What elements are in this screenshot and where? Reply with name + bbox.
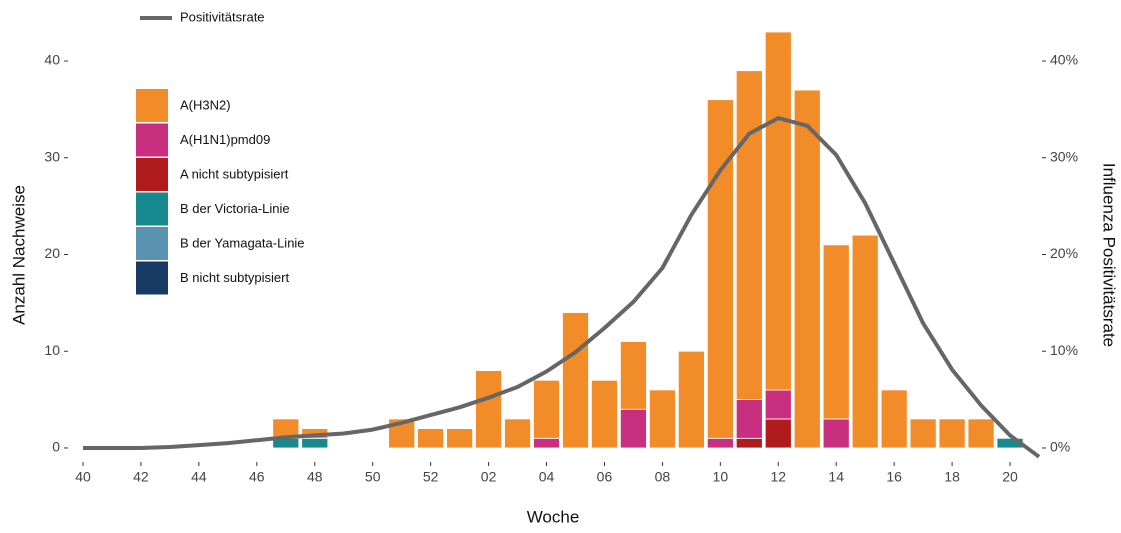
y2-tick-label: 40% <box>1050 52 1078 68</box>
x-tick-label: 10 <box>713 469 729 485</box>
bar-segment <box>822 418 850 449</box>
x-axis-title: Woche <box>527 507 580 526</box>
bar-segment <box>446 428 474 449</box>
bar-segment <box>735 437 763 449</box>
bar-segment <box>475 370 503 449</box>
bar-segment <box>677 350 705 449</box>
y-tick-label: 30 <box>44 148 60 164</box>
x-tick-label: 50 <box>365 469 381 485</box>
x-tick-label: 52 <box>423 469 439 485</box>
x-tick-label: 14 <box>828 469 844 485</box>
bar-segment <box>764 418 792 449</box>
y-tick-label: 20 <box>44 245 60 261</box>
x-tick-label: 16 <box>886 469 902 485</box>
legend-label: A(H1N1)pmd09 <box>180 132 270 147</box>
x-tick-label: 18 <box>944 469 960 485</box>
y2-tick-label: 10% <box>1050 342 1078 358</box>
y-tick-label: 0 <box>52 439 60 455</box>
bar-segment <box>909 418 937 449</box>
bar-segment <box>591 379 618 449</box>
bar-segment <box>967 418 995 449</box>
y-axis-title: Anzahl Nachweise <box>9 185 28 325</box>
legend-label: A nicht subtypisiert <box>180 166 289 181</box>
legend-swatch <box>136 261 168 295</box>
x-tick-label: 42 <box>133 469 149 485</box>
y-tick-label: 40 <box>44 52 60 68</box>
y2-tick-label: 30% <box>1050 148 1078 164</box>
bar-segment <box>880 389 908 449</box>
bar-segment <box>735 70 763 401</box>
x-tick-label: 04 <box>539 469 555 485</box>
bar-segment <box>938 418 966 449</box>
bar-segment <box>648 389 676 449</box>
x-tick-label: 40 <box>75 469 91 485</box>
bar-segment <box>764 389 792 420</box>
legend-swatch <box>136 192 168 226</box>
bar-segment <box>706 437 734 449</box>
y-tick-label: 10 <box>44 342 60 358</box>
x-tick-label: 20 <box>1002 469 1018 485</box>
x-tick-label: 46 <box>249 469 265 485</box>
legend-label: B der Yamagata-Linie <box>180 235 305 250</box>
legend-swatch <box>136 123 168 157</box>
y2-tick-label: 20% <box>1050 245 1078 261</box>
x-tick-label: 44 <box>191 469 207 485</box>
y2-tick-label: 0% <box>1050 439 1070 455</box>
y2-axis-title: Influenza Positivitätsrate <box>1100 163 1119 347</box>
bar-segment <box>504 418 531 449</box>
legend-label: Positivitätsrate <box>180 9 265 24</box>
x-tick-label: 48 <box>307 469 323 485</box>
bar-segment <box>851 234 879 449</box>
bar-segment <box>533 379 560 439</box>
bar-segment <box>619 341 647 410</box>
x-tick-label: 02 <box>481 469 497 485</box>
bar-segment <box>706 99 734 439</box>
bar-segment <box>417 428 445 449</box>
x-tick-label: 08 <box>655 469 671 485</box>
bar-segment <box>301 437 329 449</box>
legend-swatch <box>136 227 168 260</box>
legend-label: A(H3N2) <box>180 97 231 112</box>
legend-swatch <box>136 158 168 191</box>
x-tick-label: 12 <box>770 469 786 485</box>
bar-segment <box>533 437 560 449</box>
rate-line <box>83 116 1041 459</box>
x-tick-label: 06 <box>597 469 613 485</box>
bar-segment <box>735 399 763 439</box>
bar-segment <box>822 244 850 420</box>
legend-swatch <box>136 89 168 122</box>
bar-segment <box>619 408 647 449</box>
bar-segment <box>764 31 792 391</box>
bar-segment <box>562 312 589 449</box>
legend-label: B der Victoria-Linie <box>180 201 290 216</box>
legend-label: B nicht subtypisiert <box>180 270 289 285</box>
bar-segment <box>793 89 821 449</box>
